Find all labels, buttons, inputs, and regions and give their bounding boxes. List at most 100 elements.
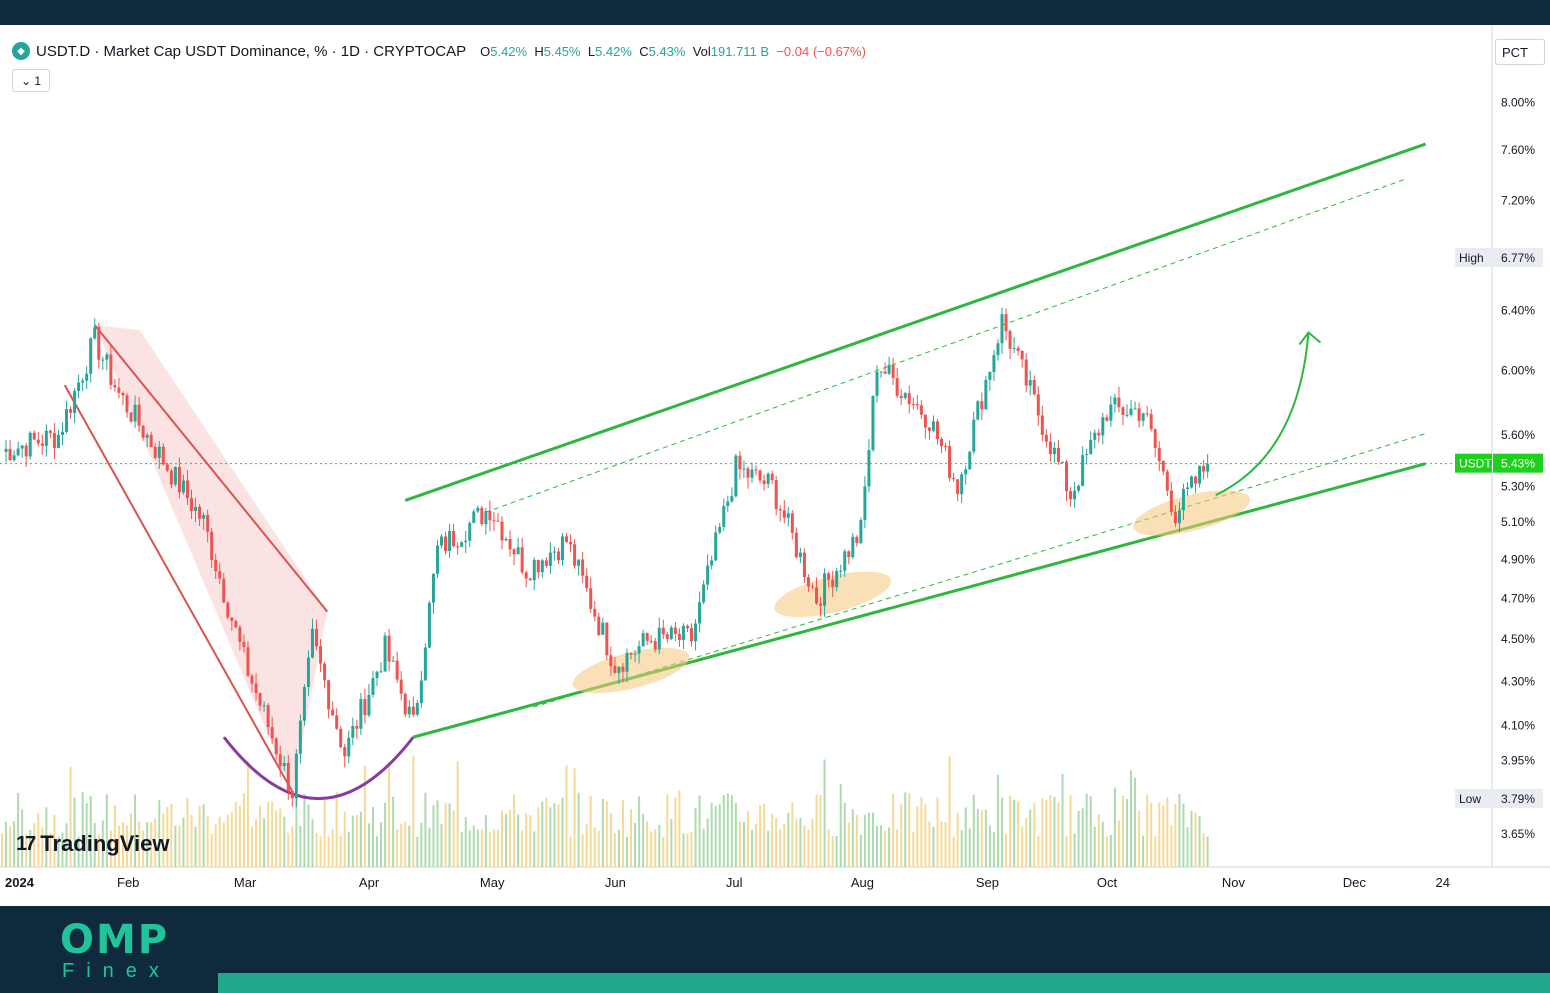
volume-bar <box>690 831 693 867</box>
chart-area[interactable]: 8.00% 7.60% 7.20% 6.40% 6.00% 5.60% 5.30% 5.10%… <box>0 25 1550 906</box>
volume-bar <box>287 832 290 867</box>
candle-body <box>931 421 935 431</box>
volume-bar <box>1121 796 1124 867</box>
candle-body <box>12 455 16 461</box>
volume-bar <box>787 812 790 867</box>
volume-bar <box>964 807 967 867</box>
candle-body <box>685 625 689 629</box>
volume-bar <box>367 823 370 867</box>
candle-body <box>625 652 629 672</box>
volume-bar <box>577 792 580 867</box>
volume-bar <box>246 761 249 867</box>
volume-bar <box>1170 825 1173 867</box>
volume-bar <box>242 793 245 867</box>
volume-bar <box>126 825 128 867</box>
candle-body <box>573 544 577 566</box>
volume-bar <box>666 794 669 867</box>
candle-body <box>960 474 964 495</box>
candle-body <box>694 623 698 642</box>
candle-body <box>1052 447 1056 455</box>
volume-bar <box>255 819 258 867</box>
candle-body <box>577 559 581 566</box>
x-tick-label: Apr <box>359 875 380 890</box>
volume-bar <box>206 816 209 867</box>
volume-bar <box>222 822 225 867</box>
candle-body <box>544 560 548 566</box>
candle-body <box>766 473 770 484</box>
candle-body <box>1190 476 1194 488</box>
candle-body <box>56 434 60 449</box>
volume-bar <box>1162 805 1165 867</box>
candle-body <box>222 578 226 603</box>
volume-bar <box>605 800 608 867</box>
candle-body <box>214 559 218 572</box>
collapse-button[interactable]: ⌄ 1 <box>12 69 50 92</box>
volume-bar <box>214 824 217 867</box>
volume-bar <box>29 829 32 867</box>
candle-body <box>633 653 637 655</box>
candle-body <box>407 706 411 715</box>
price-chart[interactable]: 8.00% 7.60% 7.20% 6.40% 6.00% 5.60% 5.30% 5.10%… <box>0 25 1550 906</box>
volume-bar <box>1041 798 1044 867</box>
volume-bar <box>702 828 705 867</box>
candle-body <box>1121 407 1125 415</box>
volume-bar <box>843 802 846 867</box>
volume-bar <box>1101 821 1104 867</box>
candle-body <box>65 409 69 432</box>
volume-bar <box>456 761 459 867</box>
candle-body <box>976 401 980 420</box>
candle-body <box>484 511 488 525</box>
candle-body <box>1133 408 1137 410</box>
volume-bar <box>738 821 741 867</box>
tradingview-logo-text: TradingView <box>40 831 170 856</box>
volume-bar <box>404 821 407 867</box>
candle-body <box>556 551 560 561</box>
volume-bar <box>928 821 931 867</box>
volume-bar <box>734 803 737 867</box>
volume-bar <box>795 818 798 867</box>
candle-body <box>952 478 956 480</box>
candle-body <box>73 391 77 413</box>
candle-body <box>1024 359 1028 386</box>
candle-body <box>323 663 327 681</box>
candle-body <box>778 509 782 511</box>
candle-body <box>149 434 153 447</box>
candle-body <box>173 466 177 485</box>
candle-body <box>310 628 314 658</box>
volume-bar <box>186 798 189 867</box>
volume-bar <box>779 828 782 867</box>
scale-pct-button[interactable]: PCT <box>1495 39 1545 65</box>
candle-body <box>895 378 899 396</box>
volume-bar <box>396 829 399 867</box>
volume-bar <box>755 823 758 867</box>
volume-bar <box>182 817 185 867</box>
symbol-title[interactable]: USDT.D · Market Cap USDT Dominance, % · … <box>36 42 467 60</box>
x-tick-label: Feb <box>117 875 139 890</box>
volume-bar <box>642 813 645 867</box>
candle-body <box>403 693 407 715</box>
candle-body <box>500 521 504 541</box>
volume-bar <box>678 790 681 867</box>
volume-bar <box>1126 799 1128 867</box>
volume-bar <box>815 794 818 867</box>
candle-body <box>1185 487 1189 489</box>
candle-body <box>125 395 129 413</box>
candle-body <box>1044 434 1048 442</box>
volume-bar <box>1166 797 1169 867</box>
candle-body <box>246 647 250 676</box>
candle-body <box>810 586 814 588</box>
volume-bar <box>936 797 939 867</box>
volume-bar <box>638 796 641 867</box>
volume-bar <box>896 829 899 867</box>
volume-bar <box>811 818 814 867</box>
volume-bar <box>888 827 891 867</box>
candle-body <box>177 466 181 493</box>
change-value: −0.04 (−0.67%) <box>776 43 866 59</box>
volume-bar <box>1097 814 1100 867</box>
x-tick-label: Oct <box>1097 875 1118 890</box>
volume-bar <box>460 831 463 867</box>
candle-body <box>690 628 694 642</box>
candle-body <box>871 395 875 451</box>
volume-bar <box>376 836 378 867</box>
candle-body <box>835 570 839 588</box>
